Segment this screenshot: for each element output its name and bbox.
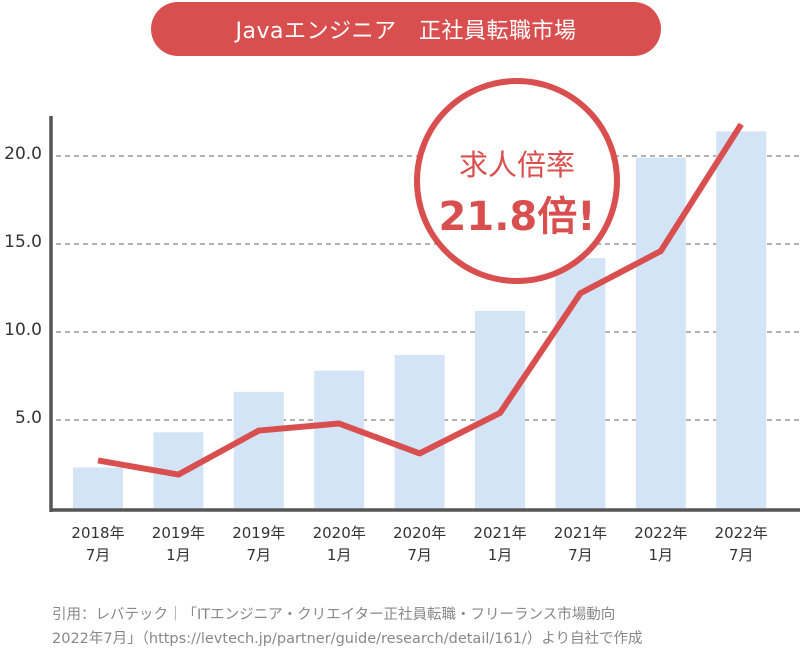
job-ratio-callout: 求人倍率 21.8倍! <box>414 78 620 284</box>
y-tick-label: 15.0 <box>4 232 42 252</box>
x-tick-label: 2020年 7月 <box>393 524 447 564</box>
x-tick-label: 2019年 1月 <box>151 524 205 564</box>
bar <box>716 131 767 509</box>
bar <box>233 391 284 508</box>
callout-value: 21.8倍! <box>438 194 596 240</box>
chart-title-banner: Javaエンジニア 正社員転職市場 <box>151 2 661 56</box>
x-tick-label: 2022年 7月 <box>714 524 768 564</box>
y-tick-label: 5.0 <box>14 408 42 428</box>
callout-label: 求人倍率 <box>458 148 575 182</box>
source-line-1: 引用：レバテック｜「ITエンジニア・クリエイター正社員転職・フリーランス市場動向 <box>52 607 616 623</box>
y-tick-label: 20.0 <box>4 144 42 164</box>
bar <box>314 370 365 508</box>
x-tick-label: 2020年 1月 <box>312 524 366 564</box>
job-ratio-line <box>97 122 744 478</box>
source-citation: 引用：レバテック｜「ITエンジニア・クリエイター正社員転職・フリーランス市場動向… <box>52 603 643 651</box>
x-tick-label: 2018年 7月 <box>71 524 125 564</box>
bar <box>73 467 123 508</box>
bar <box>555 258 606 508</box>
y-tick-label: 10.0 <box>4 320 42 340</box>
x-tick-label: 2021年 7月 <box>553 524 607 564</box>
x-tick-label: 2019年 7月 <box>232 524 286 564</box>
chart-title: Javaエンジニア 正社員転職市場 <box>235 19 577 44</box>
bar <box>635 157 686 508</box>
x-tick-label: 2022年 1月 <box>634 524 688 564</box>
source-line-2: 2022年7月」（https://levtech.jp/partner/guid… <box>52 631 643 647</box>
x-tick-label: 2021年 1月 <box>473 524 527 564</box>
bar <box>394 354 445 508</box>
